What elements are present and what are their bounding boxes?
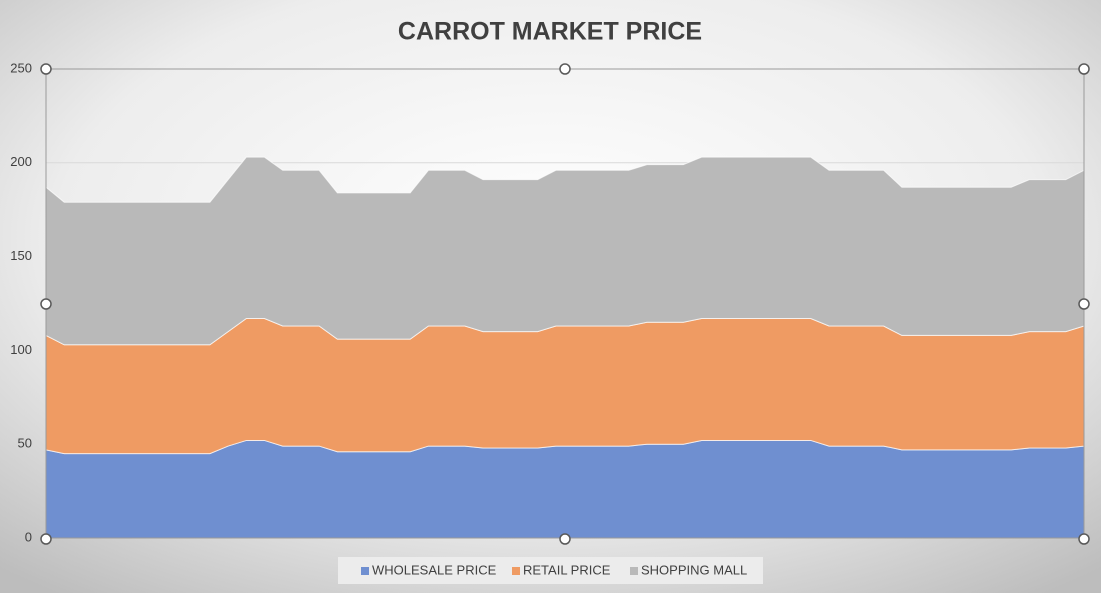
legend-label: WHOLESALE PRICE: [372, 562, 497, 577]
legend-swatch: [630, 567, 638, 575]
legend-label: SHOPPING MALL: [641, 562, 747, 577]
y-tick-label: 150: [10, 248, 32, 263]
plot-area: 0 50 100 150 200 250: [10, 60, 1085, 544]
legend-label: RETAIL PRICE: [523, 562, 611, 577]
y-tick-label: 250: [10, 60, 32, 75]
selection-handles: [40, 63, 1090, 545]
y-tick-label: 100: [10, 342, 32, 357]
legend-swatch: [361, 567, 369, 575]
legend-box: [338, 557, 763, 584]
y-tick-label: 200: [10, 154, 32, 169]
legend-swatch: [512, 567, 520, 575]
area: [45, 439, 1085, 539]
y-tick-label: 50: [18, 436, 32, 451]
chart-title: CARROT MARKET PRICE: [398, 18, 702, 46]
y-tick-label: 0: [25, 529, 32, 544]
